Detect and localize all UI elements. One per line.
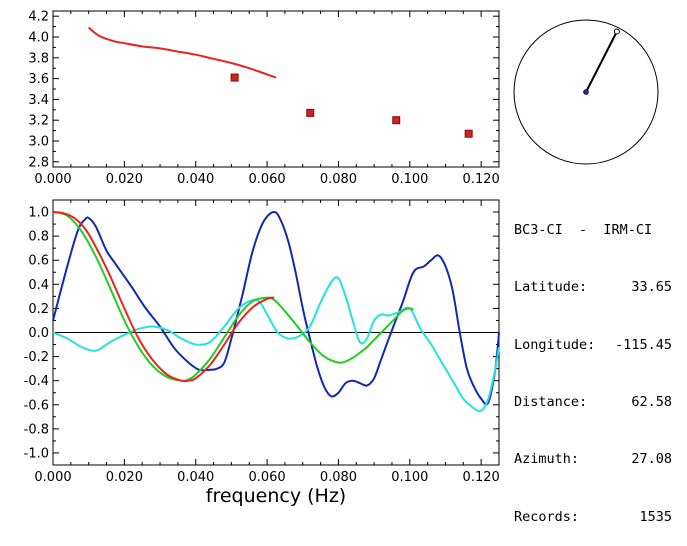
x-tick-label: 0.100: [391, 470, 428, 485]
y-tick-label: 3.8: [28, 51, 49, 66]
figure: 0.000 0.020 0.040 0.060 0.080 0.100 0.120 2.8 3.…: [24, 10, 659, 507]
y-tick-label: 0.8: [28, 230, 49, 245]
data-point: [230, 73, 239, 82]
y-tick-label: 3.4: [28, 93, 49, 108]
info-value: 62.58: [631, 394, 672, 411]
azimuth-map: [513, 19, 659, 165]
info-row-distance: Distance: 62.58: [514, 393, 672, 412]
y-tick-label: -0.6: [24, 398, 49, 413]
info-label: Distance:: [514, 394, 588, 411]
y-tick-label: 1.0: [28, 206, 49, 221]
top-chart-series: [88, 26, 473, 138]
series-line-green: [52, 211, 414, 382]
x-tick-label: 0.120: [463, 172, 500, 187]
bottom-chart: 0.000 0.020 0.040 0.060 0.080 0.100 0.120 1.0 0.…: [24, 199, 500, 507]
station-pair: BC3-CI - IRM-CI: [514, 222, 653, 239]
y-tick-label: -1.0: [24, 446, 49, 461]
info-label: Longitude:: [514, 336, 596, 353]
x-tick-label: 0.080: [320, 172, 357, 187]
info-label: Records:: [514, 508, 580, 525]
data-point: [306, 108, 315, 117]
y-tick-label: -0.2: [24, 350, 49, 365]
y-tick-label: 4.0: [28, 31, 49, 46]
x-tick-label: 0.020: [106, 470, 143, 485]
top-chart-ticks: 0.000 0.020 0.040 0.060 0.080 0.100 0.120 2.8 3.…: [28, 10, 499, 187]
top-chart: 0.000 0.020 0.040 0.060 0.080 0.100 0.120 2.8 3.…: [28, 10, 499, 187]
info-value: -115.45: [615, 336, 672, 353]
x-tick-label: 0.020: [106, 172, 143, 187]
info-row-records: Records: 1535: [514, 508, 672, 527]
info-row-longitude: Longitude: -115.45: [514, 336, 672, 355]
series-line-red: [52, 211, 275, 383]
station-info-panel: BC3-CI - IRM-CI Latitude: 33.65 Longitude…: [514, 183, 672, 546]
series-line-cyan: [52, 276, 500, 413]
y-tick-label: 0.2: [28, 302, 49, 317]
x-tick-label: 0.100: [391, 172, 428, 187]
x-tick-label: 0.080: [320, 470, 357, 485]
y-tick-label: 0.0: [28, 326, 49, 341]
info-value: 27.08: [631, 451, 672, 468]
y-tick-label: 0.4: [28, 278, 49, 293]
info-label: Azimuth:: [514, 451, 580, 468]
info-row-latitude: Latitude: 33.65: [514, 278, 672, 297]
x-tick-label: 0.040: [177, 172, 214, 187]
info-row-azimuth: Azimuth: 27.08: [514, 450, 672, 469]
info-value: 33.65: [631, 279, 672, 296]
data-point: [392, 116, 401, 125]
y-tick-label: 3.0: [28, 135, 49, 150]
y-tick-label: 0.6: [28, 254, 49, 269]
x-tick-label: 0.000: [34, 172, 71, 187]
info-label: Latitude:: [514, 279, 588, 296]
bottom-chart-ticks: 0.000 0.020 0.040 0.060 0.080 0.100 0.120 1.0 0.…: [24, 199, 500, 485]
y-tick-label: 3.2: [28, 114, 49, 129]
series-line-blue: [52, 210, 500, 406]
x-tick-label: 0.060: [248, 172, 285, 187]
y-tick-label: -0.8: [24, 422, 49, 437]
y-tick-label: 3.6: [28, 72, 49, 87]
y-tick-label: -0.4: [24, 374, 49, 389]
y-tick-label: 4.2: [28, 10, 49, 25]
data-point: [464, 129, 473, 138]
azimuth-circle: [513, 19, 659, 165]
x-axis-label: frequency (Hz): [206, 485, 346, 507]
x-tick-label: 0.060: [248, 470, 285, 485]
x-tick-label: 0.120: [463, 470, 500, 485]
top-chart-frame: [52, 10, 500, 168]
bottom-chart-series: [52, 210, 500, 413]
series-line-red: [88, 26, 277, 79]
y-tick-label: 2.8: [28, 155, 49, 170]
x-tick-label: 0.000: [34, 470, 71, 485]
azimuth-pointer: [585, 31, 618, 93]
x-tick-label: 0.040: [177, 470, 214, 485]
station-dot: [583, 89, 589, 95]
azimuth-tip-dot: [613, 28, 620, 35]
info-value: 1535: [639, 508, 672, 525]
